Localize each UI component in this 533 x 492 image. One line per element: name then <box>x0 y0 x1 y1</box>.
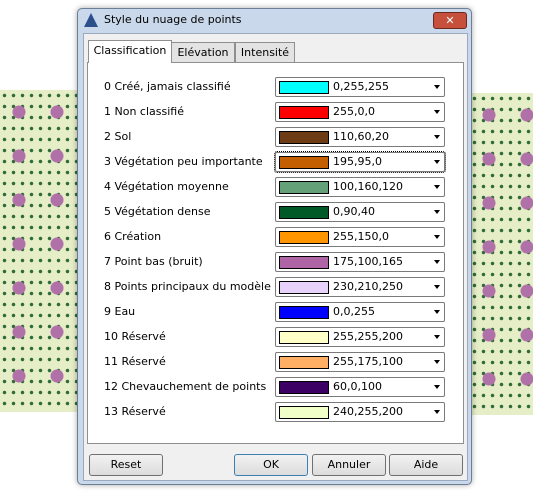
color-value: 255,255,200 <box>333 330 403 343</box>
row-label: 0 Créé, jamais classifié <box>104 80 231 93</box>
color-dropdown[interactable]: 100,160,120 <box>275 177 445 197</box>
row-label: 1 Non classifié <box>104 105 184 118</box>
color-value: 255,0,0 <box>333 105 375 118</box>
dropdown-arrow <box>434 210 440 214</box>
dropdown-arrow <box>434 360 440 364</box>
row-label: 12 Chevauchement de points <box>104 380 267 393</box>
color-value: 110,60,20 <box>333 130 389 143</box>
button[interactable]: Annuler <box>312 454 386 476</box>
color-swatch <box>279 106 329 119</box>
dropdown-arrow <box>434 160 440 164</box>
color-swatch <box>279 331 329 344</box>
color-swatch <box>279 231 329 244</box>
color-dropdown[interactable]: 255,150,0 <box>275 227 445 247</box>
color-dropdown[interactable]: 110,60,20 <box>275 127 445 147</box>
map-right <box>470 93 533 415</box>
row-label: 10 Réservé <box>104 330 166 343</box>
color-value: 60,0,100 <box>333 380 382 393</box>
dropdown-arrow <box>434 235 440 239</box>
row-label: 9 Eau <box>104 305 136 318</box>
color-value: 230,210,250 <box>333 280 403 293</box>
color-swatch <box>279 406 329 419</box>
color-dropdown[interactable]: 255,255,200 <box>275 327 445 347</box>
color-dropdown[interactable]: 230,210,250 <box>275 277 445 297</box>
color-value: 240,255,200 <box>333 405 403 418</box>
window-title: Style du nuage de points <box>104 13 242 26</box>
color-swatch <box>279 206 329 219</box>
row-label: 7 Point bas (bruit) <box>104 255 203 268</box>
row-label: 3 Végétation peu importante <box>104 155 263 168</box>
color-value: 0,255,255 <box>333 80 389 93</box>
tab[interactable]: Intensité <box>235 42 295 62</box>
close-button[interactable]: ✕ <box>433 12 467 29</box>
color-value: 255,150,0 <box>333 230 389 243</box>
dropdown-arrow <box>434 110 440 114</box>
dropdown-arrow <box>434 85 440 89</box>
row-label: 5 Végétation dense <box>104 205 211 218</box>
color-swatch <box>279 131 329 144</box>
color-value: 195,95,0 <box>333 155 382 168</box>
dropdown-arrow <box>434 135 440 139</box>
color-dropdown[interactable]: 0,0,255 <box>275 302 445 322</box>
color-swatch <box>279 256 329 269</box>
tab[interactable]: Classification <box>88 40 172 63</box>
color-swatch <box>279 81 329 94</box>
dropdown-arrow <box>434 335 440 339</box>
color-dropdown[interactable]: 0,90,40 <box>275 202 445 222</box>
row-label: 8 Points principaux du modèle <box>104 280 271 293</box>
app-icon <box>84 13 98 27</box>
row-label: 11 Réservé <box>104 355 166 368</box>
color-swatch <box>279 306 329 319</box>
color-swatch <box>279 356 329 369</box>
dropdown-arrow <box>434 285 440 289</box>
row-label: 2 Sol <box>104 130 132 143</box>
dialog: Style du nuage de points ✕ 0 Créé, jamai… <box>77 8 472 485</box>
tab-panel: 0 Créé, jamais classifié 0,255,255 1 Non c… <box>87 62 464 444</box>
button[interactable]: Aide <box>389 454 463 476</box>
color-swatch <box>279 181 329 194</box>
row-label: 13 Réservé <box>104 405 166 418</box>
color-value: 175,100,165 <box>333 255 403 268</box>
color-dropdown[interactable]: 255,0,0 <box>275 102 445 122</box>
map-left <box>0 90 77 412</box>
color-value: 0,0,255 <box>333 305 375 318</box>
dropdown-arrow <box>434 310 440 314</box>
button[interactable]: Reset <box>89 454 163 476</box>
color-dropdown[interactable]: 255,175,100 <box>275 352 445 372</box>
color-swatch <box>279 156 329 169</box>
color-swatch <box>279 381 329 394</box>
color-dropdown[interactable]: 195,95,0 <box>274 151 446 173</box>
color-value: 0,90,40 <box>333 205 375 218</box>
tab[interactable]: Elévation <box>171 42 235 62</box>
dropdown-arrow <box>434 385 440 389</box>
color-dropdown[interactable]: 60,0,100 <box>275 377 445 397</box>
color-value: 255,175,100 <box>333 355 403 368</box>
dialog-body: 0 Créé, jamais classifié 0,255,255 1 Non c… <box>83 33 468 481</box>
dropdown-arrow <box>434 410 440 414</box>
color-dropdown[interactable]: 175,100,165 <box>275 252 445 272</box>
color-dropdown[interactable]: 240,255,200 <box>275 402 445 422</box>
color-swatch <box>279 281 329 294</box>
title-bar: Style du nuage de points ✕ <box>78 9 471 31</box>
row-label: 4 Végétation moyenne <box>104 180 229 193</box>
dropdown-arrow <box>434 185 440 189</box>
color-dropdown[interactable]: 0,255,255 <box>275 77 445 97</box>
button[interactable]: OK <box>234 454 308 476</box>
dropdown-arrow <box>434 260 440 264</box>
row-label: 6 Création <box>104 230 162 243</box>
color-value: 100,160,120 <box>333 180 403 193</box>
